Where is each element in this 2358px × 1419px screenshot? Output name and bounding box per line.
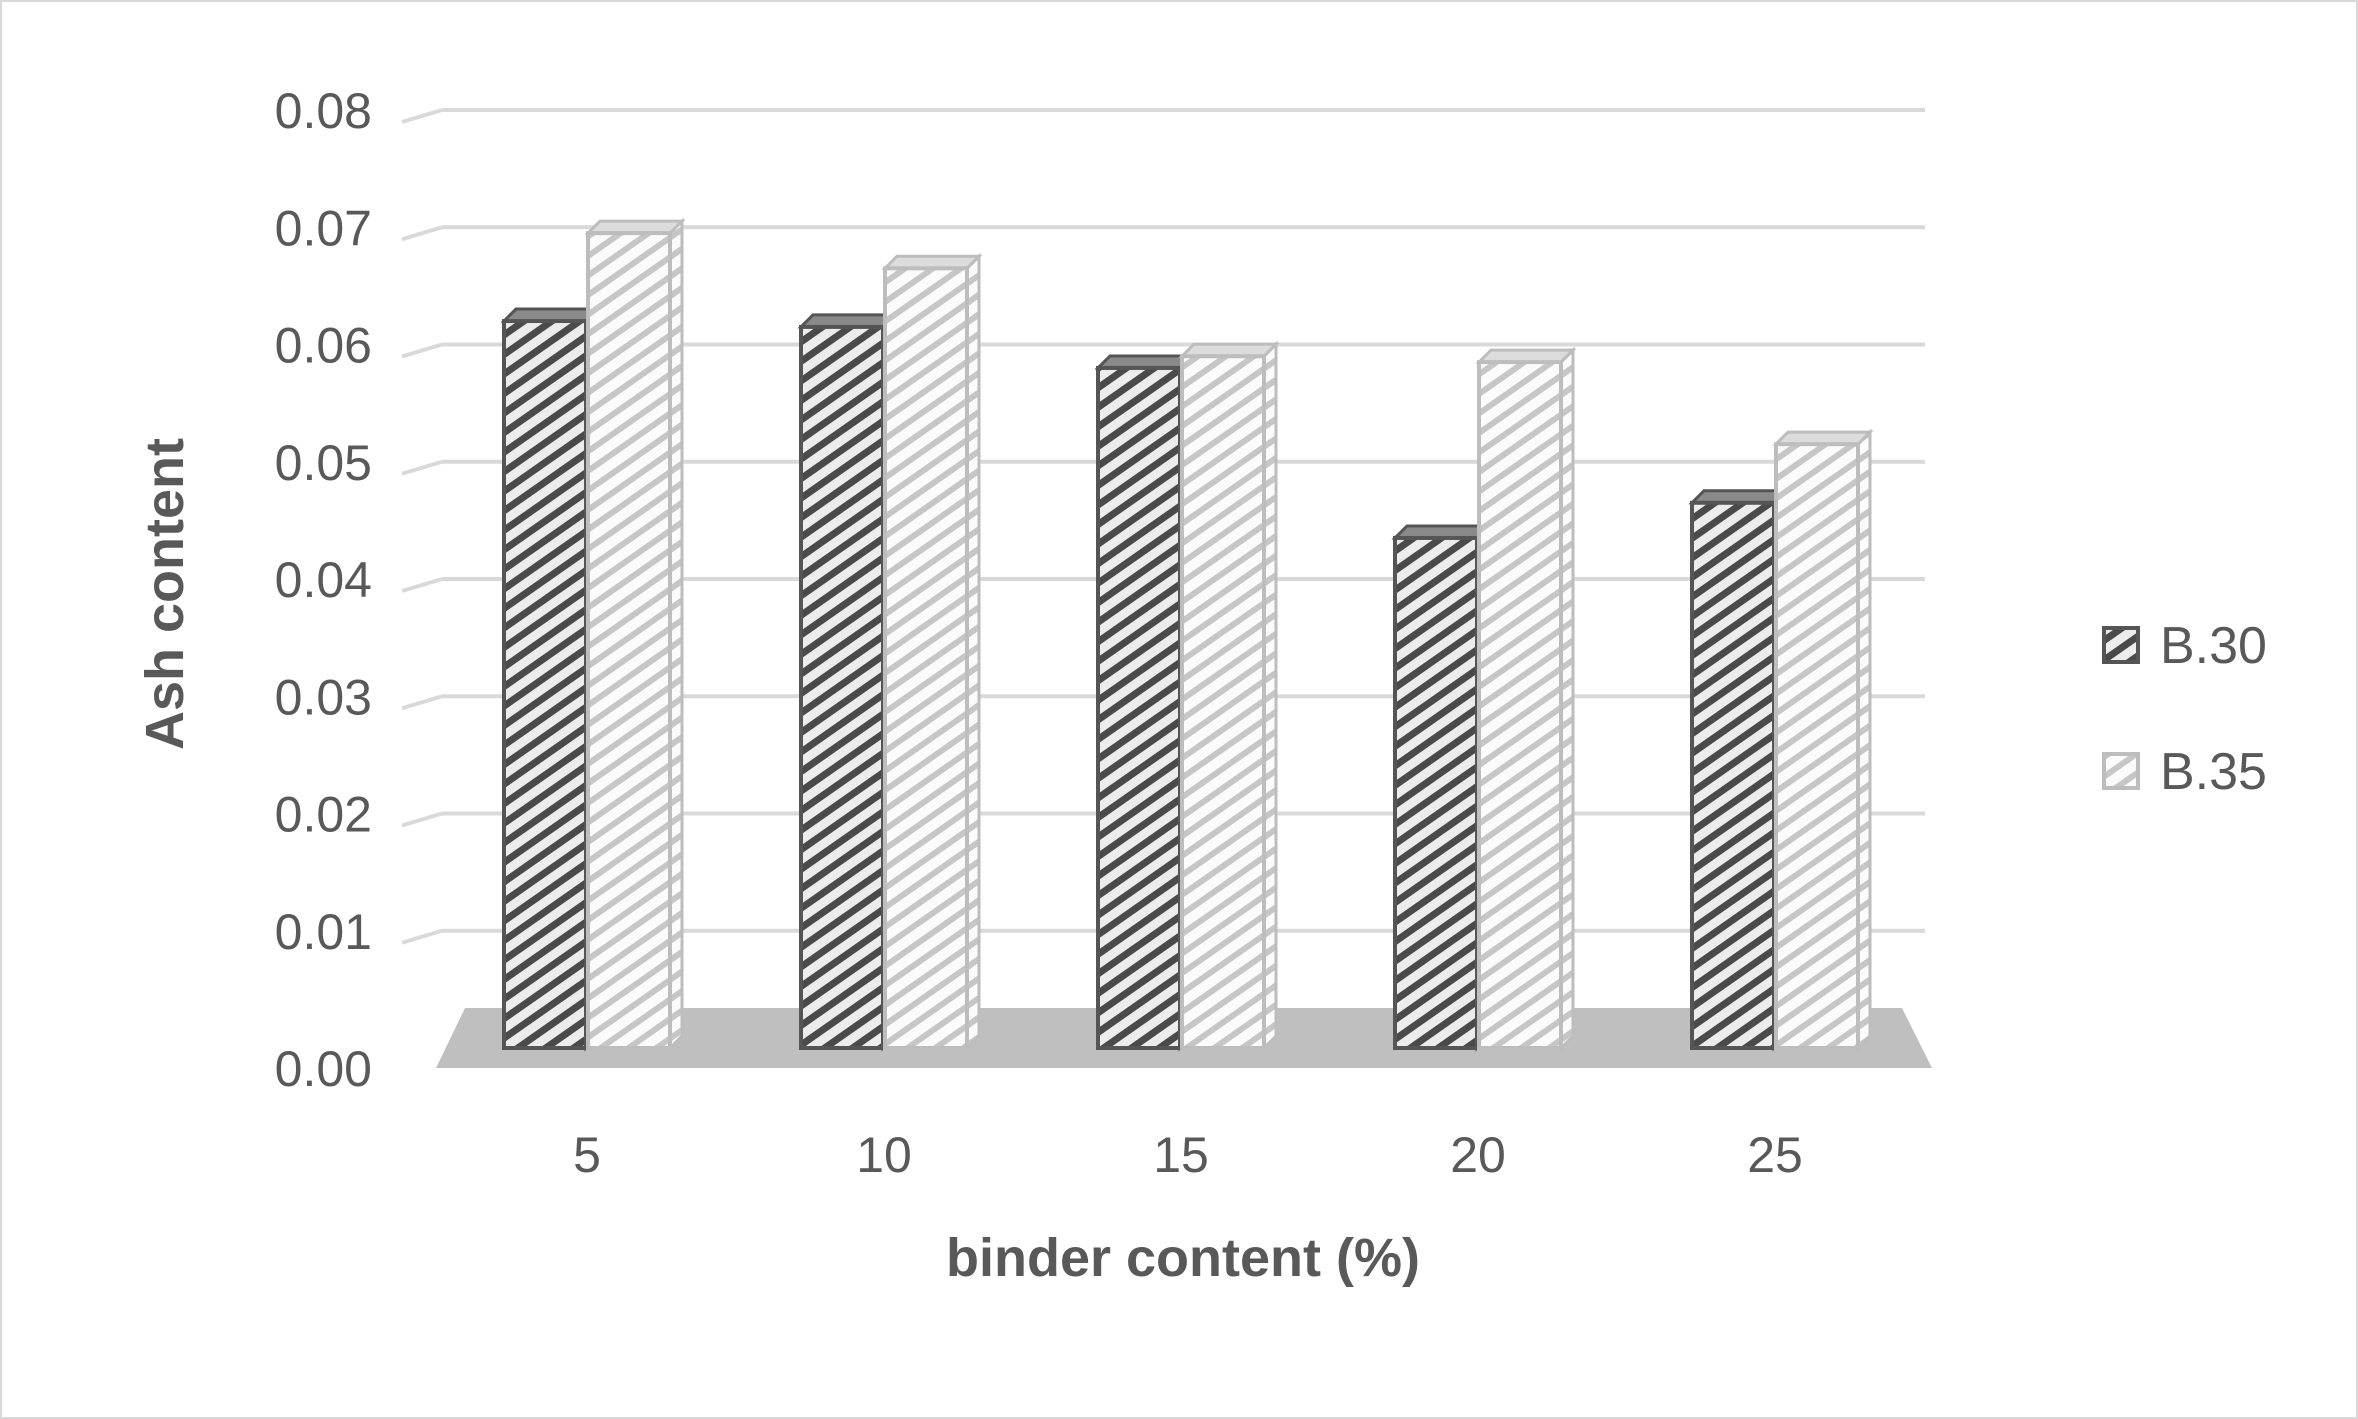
x-tick-label: 5 bbox=[573, 1127, 601, 1183]
bar-B.35-10 bbox=[881, 252, 983, 1052]
gridline-side bbox=[401, 694, 443, 711]
y-tick-label: 0.07 bbox=[275, 200, 372, 256]
bar-B.35-15 bbox=[1178, 340, 1280, 1052]
y-axis-title: Ash content bbox=[135, 438, 195, 750]
legend-label: B.30 bbox=[2160, 617, 2267, 675]
bar-B.35-5 bbox=[584, 217, 686, 1052]
x-tick-label: 25 bbox=[1747, 1127, 1803, 1183]
x-tick-label: 15 bbox=[1153, 1127, 1209, 1183]
bars bbox=[500, 217, 1874, 1052]
gridline-side bbox=[401, 811, 443, 828]
gridline-side bbox=[401, 577, 443, 593]
y-tick-label: 0.05 bbox=[275, 435, 372, 491]
bar-B.35-25 bbox=[1772, 428, 1874, 1052]
gridline-side bbox=[401, 459, 443, 476]
gridline-side bbox=[401, 928, 443, 945]
legend-item-B.30: B.30 bbox=[2102, 617, 2267, 675]
x-tick-label: 20 bbox=[1450, 1127, 1506, 1183]
y-tick-label: 0.03 bbox=[275, 669, 372, 725]
y-tick-label: 0.04 bbox=[275, 552, 372, 608]
bar-B.30-20 bbox=[1391, 522, 1493, 1052]
x-axis-ticks: 5 10 15 20 25 bbox=[573, 1127, 1803, 1183]
y-tick-label: 0.06 bbox=[275, 318, 372, 374]
bar-B.30-10 bbox=[797, 311, 899, 1052]
legend-swatch bbox=[2102, 752, 2140, 790]
x-axis-title: binder content (%) bbox=[946, 1228, 1420, 1288]
y-tick-label: 0.08 bbox=[275, 83, 372, 139]
bar-B.30-5 bbox=[500, 305, 602, 1052]
gridline-side bbox=[401, 225, 443, 242]
y-tick-label: 0.02 bbox=[275, 787, 372, 843]
legend-label: B.35 bbox=[2160, 743, 2267, 801]
y-axis-ticks: 0.00 0.01 0.02 0.03 0.04 0.05 0.06 0.07 0.08 bbox=[275, 83, 372, 1097]
bar-B.35-20 bbox=[1475, 346, 1577, 1052]
gridline-side bbox=[401, 342, 443, 359]
legend-swatch bbox=[2102, 626, 2140, 664]
x-tick-label: 10 bbox=[856, 1127, 912, 1183]
bar-B.30-25 bbox=[1688, 487, 1790, 1052]
y-tick-label: 0.00 bbox=[275, 1041, 372, 1097]
bar-B.30-15 bbox=[1094, 352, 1196, 1052]
legend: B.30 B.35 bbox=[2102, 617, 2267, 801]
y-tick-label: 0.01 bbox=[275, 904, 372, 960]
legend-item-B.35: B.35 bbox=[2102, 743, 2267, 801]
gridline-side bbox=[401, 108, 443, 124]
